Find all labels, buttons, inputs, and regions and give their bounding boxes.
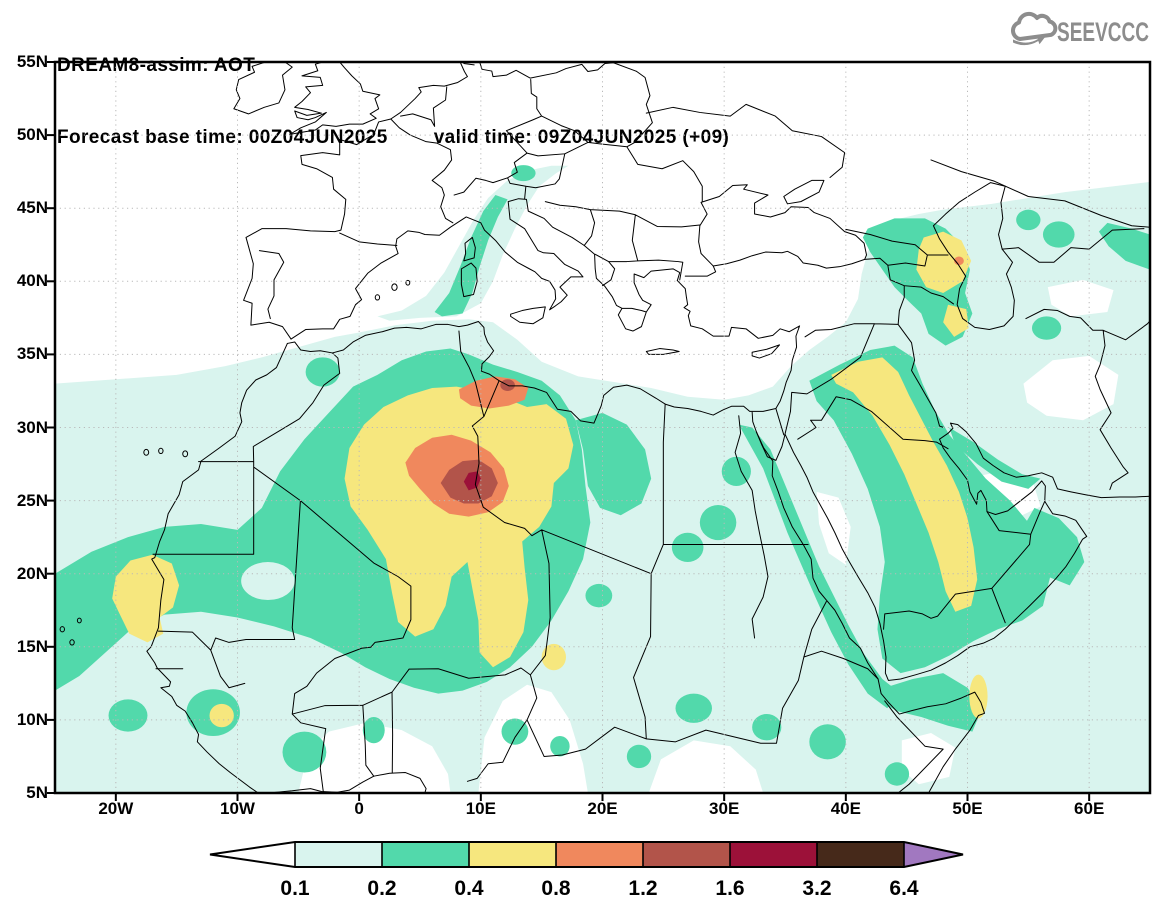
colorbar-cell xyxy=(730,842,817,867)
cloud-arrow-icon xyxy=(1011,11,1058,46)
contour-0p2-spot xyxy=(1016,209,1041,231)
island-balearic xyxy=(406,280,410,285)
coastline-baltic xyxy=(480,62,614,78)
contour-0p1-hole xyxy=(176,639,214,666)
contour-0p2-spot xyxy=(1042,221,1075,248)
lat-tick-label: 45N xyxy=(16,198,48,218)
contour-0p2-spot xyxy=(362,716,385,744)
lat-tick-label: 15N xyxy=(16,636,48,656)
coastline-black-sea xyxy=(699,185,867,268)
coastline-britain xyxy=(290,62,380,134)
logo-text: SEEVCCC xyxy=(1057,17,1149,47)
contour-0p2-spot xyxy=(675,693,712,723)
lon-tick-label: 10E xyxy=(465,799,496,818)
island-sicily xyxy=(511,307,546,324)
lat-tick-label: 40N xyxy=(16,271,48,291)
lat-tick-label: 35N xyxy=(16,344,48,364)
colorbar-cell xyxy=(643,842,730,867)
island-balearic xyxy=(392,284,397,290)
aot-map xyxy=(55,62,1150,793)
colorbar-cell xyxy=(556,842,643,867)
contour-0p2-spot xyxy=(671,532,704,563)
contour-0p2-spot xyxy=(305,357,340,387)
lat-tick-label: 20N xyxy=(16,563,48,583)
contour-0p4-spot xyxy=(209,703,234,728)
aot-colorbar: 0.1 0.2 0.4 0.8 1.2 1.6 3.2 6.4 xyxy=(209,841,964,900)
colorbar-label: 6.4 xyxy=(889,877,919,900)
colorbar-label: 1.6 xyxy=(715,877,744,900)
lon-tick-label: 40E xyxy=(830,799,861,818)
lat-tick-label: 55N xyxy=(16,52,48,71)
island-crete xyxy=(646,349,679,355)
contour-0p2-spot xyxy=(1031,316,1062,340)
colorbar-label: 0.2 xyxy=(367,877,396,900)
contour-0p2-spot xyxy=(108,699,148,732)
island-balearic xyxy=(375,295,379,300)
contour-0p4-spot xyxy=(541,643,566,671)
contour-0p2-spot xyxy=(752,714,782,741)
contour-0p2-spot xyxy=(699,504,737,541)
colorbar-cell xyxy=(817,842,904,867)
contour-0p4-spot xyxy=(969,674,988,719)
colorbar-arrow-above xyxy=(904,842,963,867)
colorbar-label: 1.2 xyxy=(628,877,657,900)
colorbar-label: 3.2 xyxy=(802,877,831,900)
colorbar-cell xyxy=(295,842,382,867)
lon-tick-label: 50E xyxy=(952,799,983,818)
island-cyprus xyxy=(752,345,779,358)
lon-tick-label: 60E xyxy=(1074,799,1105,818)
lat-tick-label: 10N xyxy=(16,709,48,729)
colorbar-cell xyxy=(469,842,556,867)
lon-tick-label: 30E xyxy=(709,799,740,818)
lat-tick-label: 25N xyxy=(16,490,48,510)
colorbar-label: 0.1 xyxy=(280,877,310,900)
lon-tick-label: 0 xyxy=(354,799,364,818)
seevccc-logo: SEEVCCC xyxy=(1008,10,1158,57)
contour-0p2-spot xyxy=(884,762,910,786)
contour-0p2-spot xyxy=(626,744,652,769)
coastline-ireland xyxy=(234,62,292,114)
contour-0p1-hole xyxy=(241,562,295,601)
lon-tick-label: 20W xyxy=(98,799,134,818)
contour-0p2-spot xyxy=(585,583,613,608)
lat-tick-label: 30N xyxy=(16,417,48,437)
colorbar-cell xyxy=(382,842,469,867)
contour-0p2-spot xyxy=(501,718,529,745)
lat-tick-label: 50N xyxy=(16,125,48,145)
lon-tick-label: 20E xyxy=(587,799,618,818)
colorbar-arrow-below xyxy=(210,842,295,867)
coastline-azov xyxy=(784,180,824,203)
colorbar-label: 0.4 xyxy=(454,877,484,900)
contour-0p2-spot xyxy=(809,724,846,760)
lat-tick-label: 5N xyxy=(26,783,48,802)
lon-tick-label: 10W xyxy=(220,799,255,818)
borders-europe xyxy=(259,63,844,319)
colorbar-label: 0.8 xyxy=(541,877,571,900)
contour-0p2-spot xyxy=(282,731,327,773)
